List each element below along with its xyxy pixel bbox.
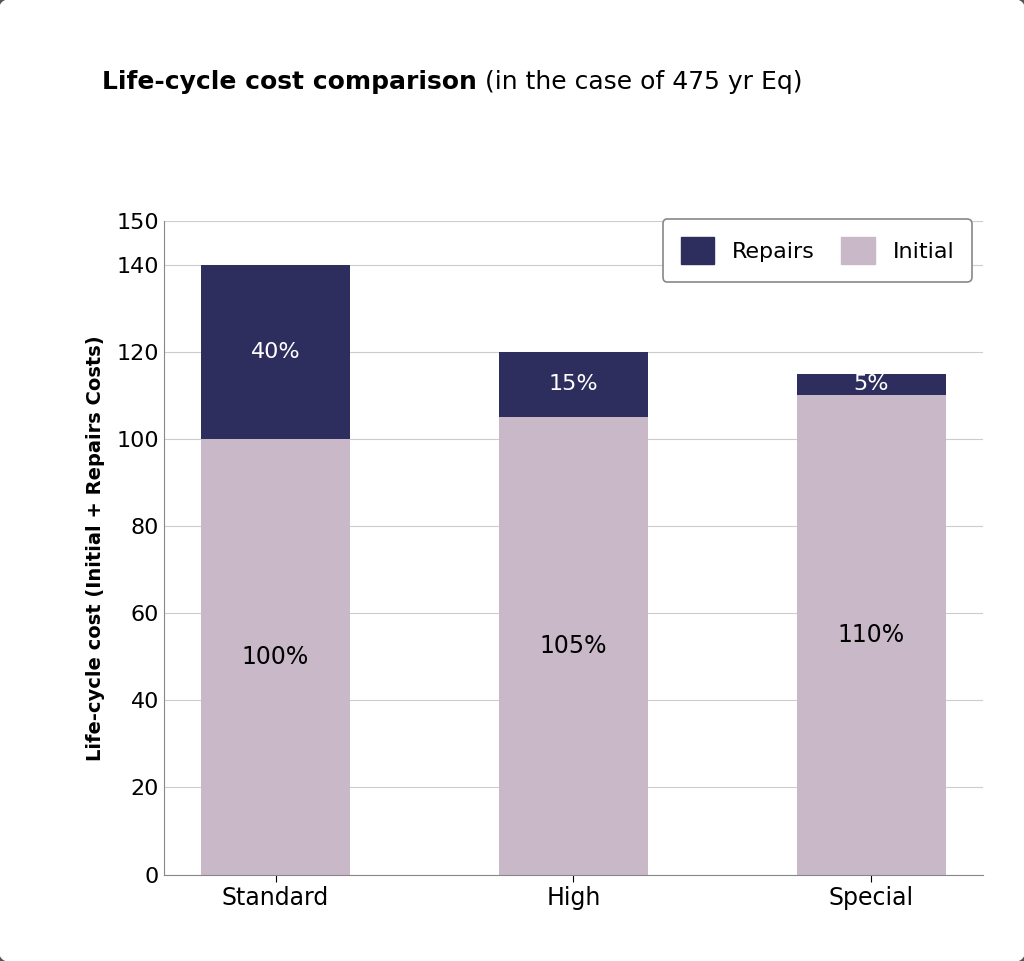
Text: 5%: 5% — [854, 375, 889, 394]
Text: Life-cycle cost comparison: Life-cycle cost comparison — [102, 70, 477, 93]
Text: 105%: 105% — [540, 634, 607, 657]
Bar — [797, 374, 946, 395]
Text: 15%: 15% — [549, 375, 598, 394]
Text: 40%: 40% — [251, 342, 300, 361]
Legend: Repairs, Initial: Repairs, Initial — [663, 219, 972, 282]
Bar — [201, 439, 350, 875]
Bar — [797, 395, 946, 875]
Bar — [499, 417, 648, 875]
Text: 100%: 100% — [242, 645, 309, 669]
Bar — [499, 352, 648, 417]
Text: 110%: 110% — [838, 623, 905, 647]
Y-axis label: Life-cycle cost (Initial + Repairs Costs): Life-cycle cost (Initial + Repairs Costs… — [86, 335, 105, 760]
Bar — [201, 264, 350, 439]
Text: (in the case of 475 yr Eq): (in the case of 475 yr Eq) — [477, 70, 803, 93]
